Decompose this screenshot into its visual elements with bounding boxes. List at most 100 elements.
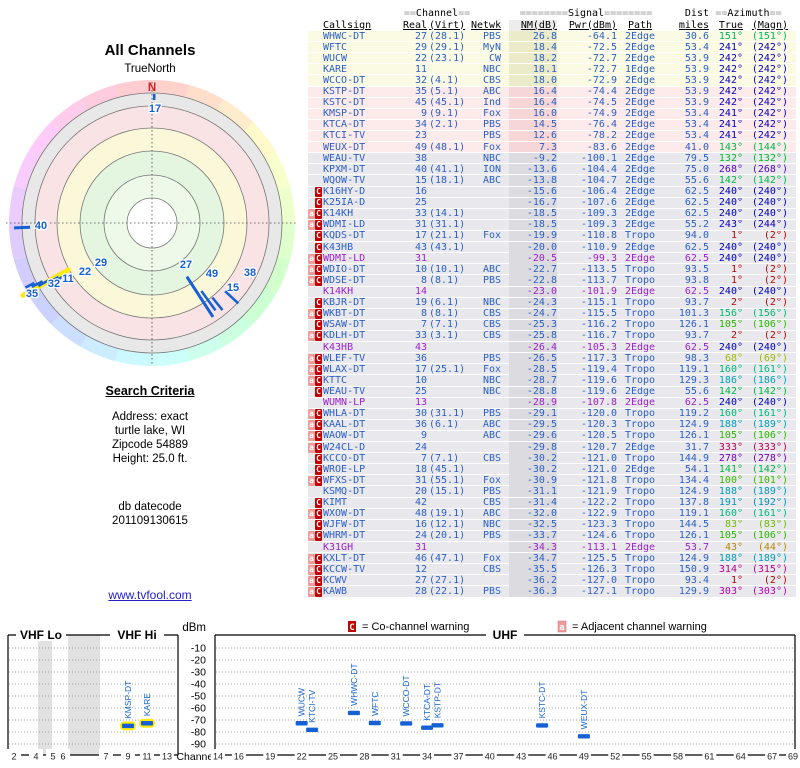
table-row-kstc-dt: KSTC-DT 45 (45.1) Ind 16.4 -74.5 2Edge 53.9 242°… — [308, 97, 796, 109]
cell-virtual-channel: (19.1) — [429, 508, 466, 520]
channel-tick-58: 58 — [673, 752, 683, 762]
cell-distance-miles: 129.9 — [678, 586, 709, 597]
cell-virtual-channel — [427, 387, 471, 398]
adjacent-warning-icon: a — [308, 253, 315, 264]
cell-power: -64.1 — [586, 31, 617, 42]
co-warning-cell: C — [315, 575, 323, 586]
cell-network — [471, 464, 509, 475]
cell-noise-margin: -30.2 — [509, 453, 557, 464]
table-row-weux-dt: WEUX-DT 49 (48.1) Fox 7.3 -83.6 2Edge 41.0 143° (… — [308, 142, 796, 154]
cell-real-channel: 46 — [414, 553, 427, 564]
cell-distance-miles: 124.9 — [678, 553, 709, 564]
adjacent-warning-cell — [308, 175, 315, 185]
cell-real-channel: 23 — [414, 130, 427, 142]
cell-noise-margin: -29.8 — [509, 442, 557, 453]
cell-real-channel: 14 — [414, 286, 427, 297]
cell-network: NBC — [482, 297, 501, 309]
cell-noise-margin: -16.7 — [509, 197, 557, 209]
cell-power: -104.7 — [580, 175, 617, 186]
cell-path: Tropo — [624, 330, 656, 342]
adjacent-warning-icon: a — [308, 353, 315, 364]
true-north-label: TrueNorth — [124, 63, 176, 75]
channel-tick-55: 55 — [642, 752, 652, 762]
cell-power: -72.5 — [586, 42, 617, 53]
cell-real-channel: 7 — [420, 319, 427, 331]
cell-path: Tropo — [624, 419, 656, 431]
table-row-kimt: C KIMT 42 CBS -31.4 -122.2 Tropo 137.8 191° (192°… — [308, 497, 796, 509]
cell-virtual-channel: (7.1) — [429, 319, 460, 331]
cell-real-channel: 43 — [414, 242, 427, 253]
channel-tick-19: 19 — [265, 752, 275, 762]
cell-noise-margin: -33.7 — [509, 530, 557, 542]
cell-network: NBC — [482, 386, 501, 397]
cell-network: PBS — [482, 353, 501, 364]
cell-true-azimuth: 303° — [718, 586, 743, 597]
cell-magnetic-azimuth: (240°) — [751, 197, 788, 209]
cell-magnetic-azimuth: (142°) — [751, 175, 788, 186]
cell-path: 2Edge — [624, 197, 656, 209]
co-warning-cell: C — [315, 298, 323, 309]
cell-distance-miles: 150.9 — [678, 564, 709, 575]
cell-noise-margin: 7.3 — [509, 142, 557, 153]
co-channel-warning-icon — [348, 621, 356, 632]
cell-true-azimuth: 240° — [718, 242, 743, 253]
signal-group-header: ========Signal======== — [519, 8, 653, 19]
table-row-waow-dt: a C WAOW-DT 9 ABC -29.6 -120.5 Tropo 126.1 105° (1… — [308, 430, 796, 443]
cell-true-azimuth: 151° — [718, 31, 743, 42]
cell-network — [471, 187, 509, 198]
azimuth-group-header: ==Azimuth== — [715, 8, 782, 19]
co-channel-warning-icon: C — [315, 586, 322, 597]
cell-magnetic-azimuth: (144°) — [751, 142, 788, 153]
cell-path: 2Edge — [624, 397, 656, 408]
cell-path: 2Edge — [624, 219, 656, 231]
cell-distance-miles: 53.4 — [684, 130, 709, 142]
cell-true-azimuth: 240° — [718, 253, 743, 264]
search-zipcode: Zipcode 54889 — [111, 439, 189, 451]
co-warning-cell: C — [315, 364, 323, 375]
cell-path: 2Edge — [624, 186, 656, 198]
cell-magnetic-azimuth: (242°) — [751, 130, 788, 142]
station-marker-kmsp-dt: KMSP-DT — [120, 681, 136, 731]
channel-tick-34: 34 — [422, 752, 432, 762]
channel-tick-5: 5 — [50, 752, 55, 762]
cell-network: ABC — [482, 86, 501, 97]
cell-noise-margin: -23.0 — [509, 286, 557, 297]
cell-real-channel: 31 — [414, 542, 427, 553]
table-row-kttc: a C KTTC 10 NBC -28.7 -119.6 Tropo 129.3 186° (186… — [308, 375, 796, 387]
table-row-wfxs-dt: a C WFXS-DT 31 (55.1) Fox -30.9 -121.8 Tropo 134.… — [308, 475, 796, 487]
cell-real-channel: 36 — [414, 419, 427, 431]
co-warning-cell — [315, 398, 323, 408]
adjacent-warning-cell — [308, 287, 315, 297]
cell-true-azimuth: 240° — [718, 197, 743, 209]
adjacent-warning-cell — [308, 320, 315, 331]
cell-virtual-channel — [427, 287, 471, 297]
cell-noise-margin: -13.8 — [509, 175, 557, 186]
cell-distance-miles: 93.7 — [684, 330, 709, 342]
adjacent-warning-icon: a — [308, 264, 315, 275]
cell-real-channel: 25 — [414, 386, 427, 397]
svg-text:32: 32 — [48, 278, 60, 290]
table-row-wjfw-dt: C WJFW-DT 16 (12.1) NBC -32.5 -123.3 Tropo 144.5… — [308, 519, 796, 531]
cell-magnetic-azimuth: (161°) — [751, 408, 788, 420]
tvfool-link[interactable]: www.tvfool.com — [108, 588, 192, 602]
table-row-ktci-tv: KTCI-TV 23 PBS 12.6 -78.2 2Edge 53.4 241° (242°) — [308, 130, 796, 143]
cell-true-azimuth: 242° — [718, 97, 743, 108]
cell-power: -78.2 — [586, 130, 617, 142]
channel-tick-69: 69 — [788, 752, 798, 762]
co-warning-cell — [315, 542, 323, 552]
cell-power: -115.1 — [580, 297, 617, 309]
cell-callsign: KARE — [323, 64, 348, 75]
cell-true-azimuth: 242° — [718, 75, 743, 86]
cell-virtual-channel — [427, 375, 471, 386]
cell-virtual-channel — [427, 542, 471, 552]
cell-real-channel: 13 — [414, 397, 427, 408]
co-warning-cell: C — [315, 220, 323, 231]
co-warning-cell: C — [315, 320, 323, 331]
co-warning-cell: C — [315, 209, 323, 220]
cell-magnetic-azimuth: (186°) — [751, 375, 788, 386]
cell-callsign: KDLH-DT — [323, 330, 366, 342]
signal-bar — [306, 727, 319, 733]
cell-distance-miles: 93.7 — [684, 297, 709, 309]
cell-magnetic-azimuth: (240°) — [751, 242, 788, 253]
cell-virtual-channel — [427, 442, 471, 453]
